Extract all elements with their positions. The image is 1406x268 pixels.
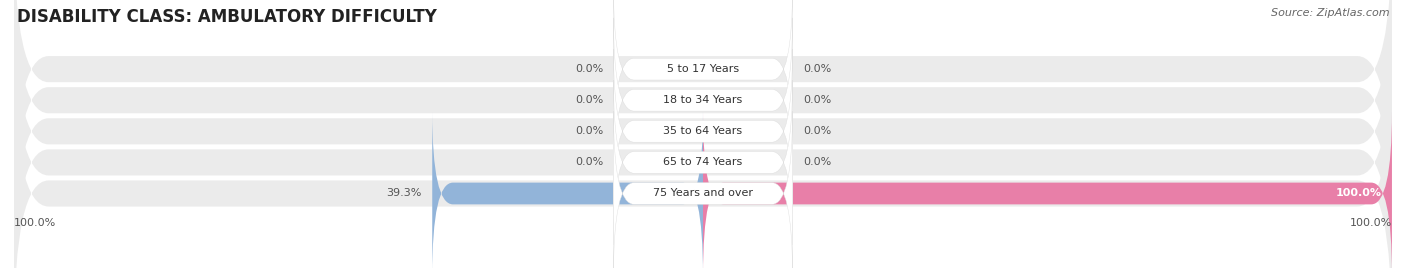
- Text: 18 to 34 Years: 18 to 34 Years: [664, 95, 742, 105]
- Text: 0.0%: 0.0%: [803, 95, 831, 105]
- Text: 75 Years and over: 75 Years and over: [652, 188, 754, 199]
- Text: Source: ZipAtlas.com: Source: ZipAtlas.com: [1271, 8, 1389, 18]
- Text: 100.0%: 100.0%: [1336, 188, 1382, 199]
- Text: DISABILITY CLASS: AMBULATORY DIFFICULTY: DISABILITY CLASS: AMBULATORY DIFFICULTY: [17, 8, 437, 26]
- Text: 35 to 64 Years: 35 to 64 Years: [664, 126, 742, 136]
- Text: 0.0%: 0.0%: [575, 126, 603, 136]
- FancyBboxPatch shape: [613, 111, 793, 268]
- FancyBboxPatch shape: [14, 20, 1392, 268]
- Text: 100.0%: 100.0%: [1350, 218, 1392, 228]
- FancyBboxPatch shape: [613, 80, 793, 245]
- Text: 5 to 17 Years: 5 to 17 Years: [666, 64, 740, 74]
- Text: 100.0%: 100.0%: [14, 218, 56, 228]
- FancyBboxPatch shape: [14, 51, 1392, 268]
- Text: 0.0%: 0.0%: [575, 95, 603, 105]
- Text: 39.3%: 39.3%: [387, 188, 422, 199]
- FancyBboxPatch shape: [613, 18, 793, 183]
- FancyBboxPatch shape: [14, 0, 1392, 268]
- FancyBboxPatch shape: [613, 0, 793, 151]
- Text: 0.0%: 0.0%: [575, 157, 603, 168]
- Text: 0.0%: 0.0%: [803, 126, 831, 136]
- Text: 0.0%: 0.0%: [803, 157, 831, 168]
- FancyBboxPatch shape: [14, 0, 1392, 243]
- Text: 0.0%: 0.0%: [803, 64, 831, 74]
- FancyBboxPatch shape: [613, 49, 793, 214]
- FancyBboxPatch shape: [14, 0, 1392, 211]
- FancyBboxPatch shape: [432, 111, 703, 268]
- Legend: Male, Female: Male, Female: [0, 266, 75, 268]
- FancyBboxPatch shape: [703, 111, 1392, 268]
- Text: 0.0%: 0.0%: [575, 64, 603, 74]
- Text: 65 to 74 Years: 65 to 74 Years: [664, 157, 742, 168]
